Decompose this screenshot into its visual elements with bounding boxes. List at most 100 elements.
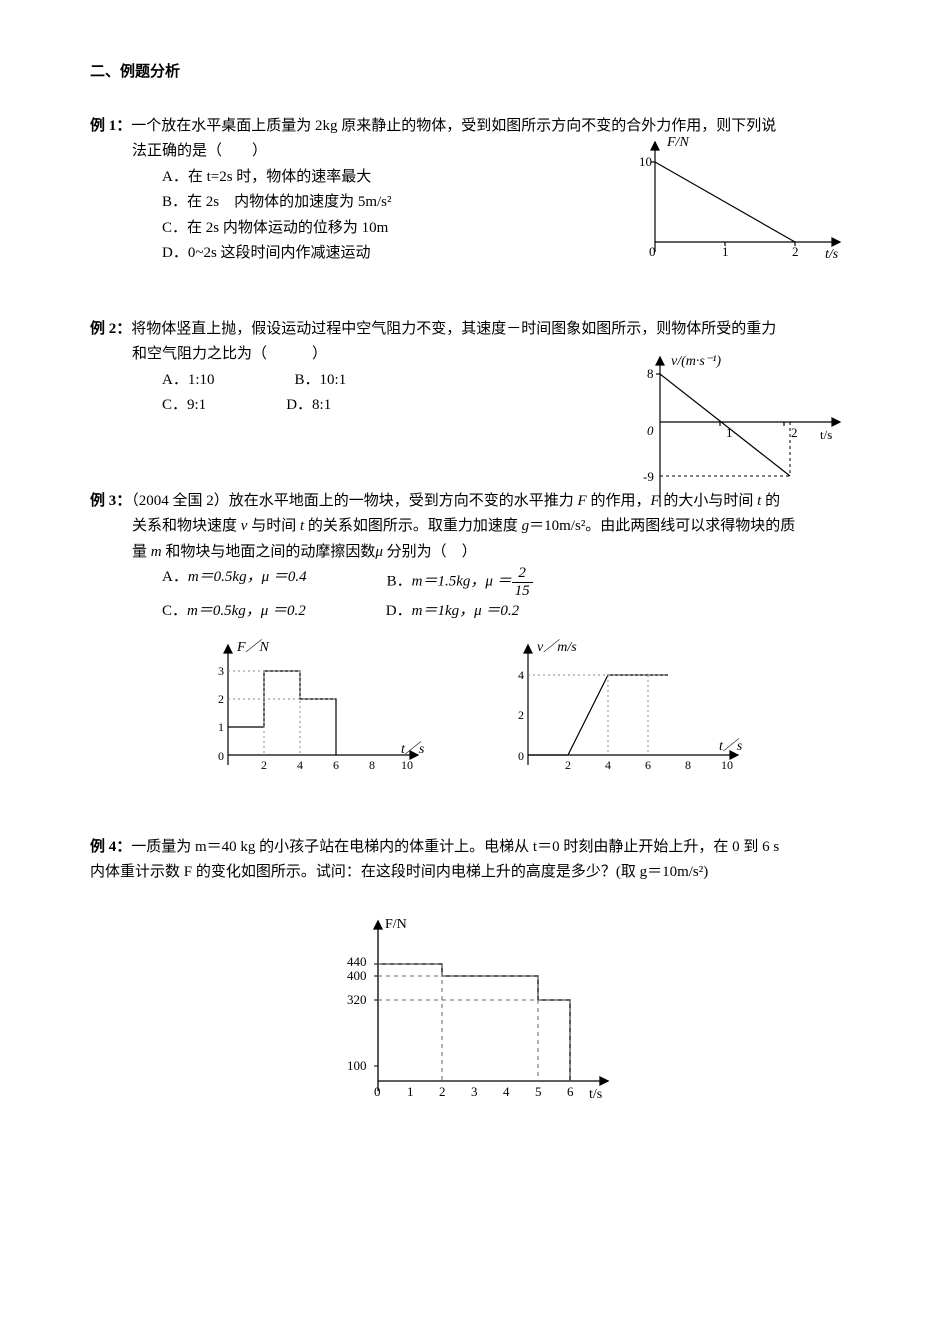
p2-opt-c: C．9:1: [162, 393, 206, 419]
p4-y440: 440: [347, 954, 367, 969]
p2-opt-a: A．1:10: [162, 368, 215, 394]
problem-3-figure-left: F／N t／s 0 1 2 3 2 4 6 8 10: [193, 635, 433, 785]
p4-xlabel: t/s: [589, 1087, 602, 1102]
p3r-y0: 0: [518, 749, 524, 763]
p3l-x8: 8: [369, 758, 375, 772]
problem-2: v/(m·s⁻¹) 8 0 -9 1 2 t/s 例 2：将物体竖直上抛，假设运…: [90, 317, 855, 419]
p3l-xlabel: t／s: [401, 741, 425, 757]
p2-opt-d: D．8:1: [286, 393, 331, 419]
p3l-ylabel: F／N: [236, 639, 270, 655]
p4-y400: 400: [347, 968, 367, 983]
p3-a-mu: μ ＝0.4: [262, 569, 307, 585]
sym-F-2: F: [650, 493, 659, 509]
p3-t-prefix: （2004 全国 2）放在水平地面上的一物块，受到方向不变的水平推力: [131, 493, 577, 509]
p2-opt-b: B．10:1: [295, 368, 347, 394]
p4-x5: 5: [535, 1084, 542, 1099]
p3-t-m3: 的: [761, 493, 780, 509]
section-title: 二、例题分析: [90, 60, 855, 86]
p3-b-pre: B．: [387, 573, 412, 589]
p3-d-pre: D．: [386, 603, 412, 619]
p4-x6: 6: [567, 1084, 574, 1099]
p3-l3b: 和物块与地面之间的动摩擦因数: [162, 544, 376, 560]
p3-b-mu-pre: μ ＝: [485, 573, 511, 589]
p3l-x6: 6: [333, 758, 339, 772]
p3l-x4: 4: [297, 758, 303, 772]
p3r-y2: 2: [518, 708, 524, 722]
axis-y-label: v/(m·s⁻¹): [671, 354, 721, 369]
p3-b-num: 2: [512, 565, 533, 583]
p3l-y0: 0: [218, 749, 224, 763]
problem-1-label: 例 1：: [90, 118, 131, 134]
p4-x2: 2: [439, 1084, 446, 1099]
problem-3: 例 3：（2004 全国 2）放在水平地面上的一物块，受到方向不变的水平推力 F…: [90, 489, 855, 785]
p3-c-mu: μ ＝0.2: [261, 603, 306, 619]
p3-b-den: 15: [512, 583, 533, 600]
p4-x0: 0: [374, 1084, 381, 1099]
p4-x3: 3: [471, 1084, 478, 1099]
axis-y-label: F/N: [666, 135, 689, 150]
p4-ylabel: F/N: [385, 917, 407, 932]
sym-m: m: [151, 544, 162, 560]
p3r-x2: 2: [565, 758, 571, 772]
axis-x-label: t/s: [825, 247, 839, 262]
problem-2-text-1: 将物体竖直上抛，假设运动过程中空气阻力不变，其速度－时间图象如图所示，则物体所受…: [131, 321, 776, 337]
sym-mu: μ: [375, 544, 383, 560]
problem-3-figure-right: v／m/s t／s 0 2 4 2 4 6 8 10: [493, 635, 753, 785]
p3-l2b: 与时间: [247, 518, 300, 534]
ytick-8: 8: [647, 366, 654, 381]
p4-text-1: 一质量为 m＝40 kg 的小孩子站在电梯内的体重计上。电梯从 t＝0 时刻由静…: [131, 839, 779, 855]
p3-a-pre: A．: [162, 569, 188, 585]
p4-y320: 320: [347, 992, 367, 1007]
p3l-y3: 3: [218, 664, 224, 678]
ytick-neg9: -9: [643, 469, 654, 484]
p3-opt-b: B．m＝1.5kg，μ ＝215: [387, 565, 533, 599]
xtick-2: 2: [791, 425, 798, 440]
p3-opt-a: A．m＝0.5kg，μ ＝0.4: [162, 565, 307, 599]
p3l-y2: 2: [218, 692, 224, 706]
p3-l2c: 的关系如图所示。取重力加速度: [304, 518, 522, 534]
p3r-x10: 10: [721, 758, 733, 772]
p3r-y4: 4: [518, 668, 524, 682]
p4-x1: 1: [407, 1084, 414, 1099]
p3-a-m: m＝0.5kg，: [188, 569, 262, 585]
p4-x4: 4: [503, 1084, 510, 1099]
p3-c-pre: C．: [162, 603, 187, 619]
axis-x-label: t/s: [820, 427, 832, 442]
p3-d-mu: μ ＝0.2: [474, 603, 519, 619]
p4-text-2: 内体重计示数 F 的变化如图所示。试问：在这段时间内电梯上升的高度是多少？(取 …: [90, 860, 855, 886]
sym-F-1: F: [578, 493, 587, 509]
p3-b-m: m＝1.5kg，: [412, 573, 486, 589]
p3r-x8: 8: [685, 758, 691, 772]
p3l-x10: 10: [401, 758, 413, 772]
p3-t-m1: 的作用，: [587, 493, 651, 509]
p3-opt-d: D．m＝1kg，μ ＝0.2: [386, 599, 519, 625]
xtick-1: 1: [722, 244, 729, 259]
p3-t-m2: 的大小与时间: [660, 493, 758, 509]
p3l-y1: 1: [218, 720, 224, 734]
problem-3-label: 例 3：: [90, 493, 131, 509]
xtick-2: 2: [792, 244, 799, 259]
p3r-x6: 6: [645, 758, 651, 772]
p3-opt-c: C．m＝0.5kg，μ ＝0.2: [162, 599, 306, 625]
problem-1: F/N 10 0 1 2 t/s 例 1：一个放在水平桌面上质量为 2kg 原来…: [90, 114, 855, 267]
problem-4-figure: F/N t/s 100 320 400 440 0 1 2 3 4 5 6: [90, 906, 855, 1116]
xtick-1: 1: [726, 425, 733, 440]
p3r-x4: 4: [605, 758, 611, 772]
problem-4-label: 例 4：: [90, 839, 131, 855]
p3r-xlabel: t／s: [719, 738, 743, 754]
problem-4: 例 4：一质量为 m＝40 kg 的小孩子站在电梯内的体重计上。电梯从 t＝0 …: [90, 835, 855, 1116]
problem-2-label: 例 2：: [90, 321, 131, 337]
p3l-x2: 2: [261, 758, 267, 772]
p4-y100: 100: [347, 1058, 367, 1073]
p3-d-m: m＝1kg，: [412, 603, 475, 619]
p3-c-m: m＝0.5kg，: [187, 603, 261, 619]
origin: 0: [647, 423, 654, 438]
p3-l3c: 分别为（ ）: [383, 544, 477, 560]
p3-l3a: 量: [132, 544, 151, 560]
p3-l2a: 关系和物块速度: [132, 518, 241, 534]
ytick-10: 10: [639, 154, 652, 169]
problem-1-figure: F/N 10 0 1 2 t/s: [625, 132, 855, 272]
p3r-ylabel: v／m/s: [537, 639, 577, 655]
p3-l2d: ＝10m/s²。由此两图线可以求得物块的质: [529, 518, 795, 534]
xtick-0: 0: [649, 244, 656, 259]
